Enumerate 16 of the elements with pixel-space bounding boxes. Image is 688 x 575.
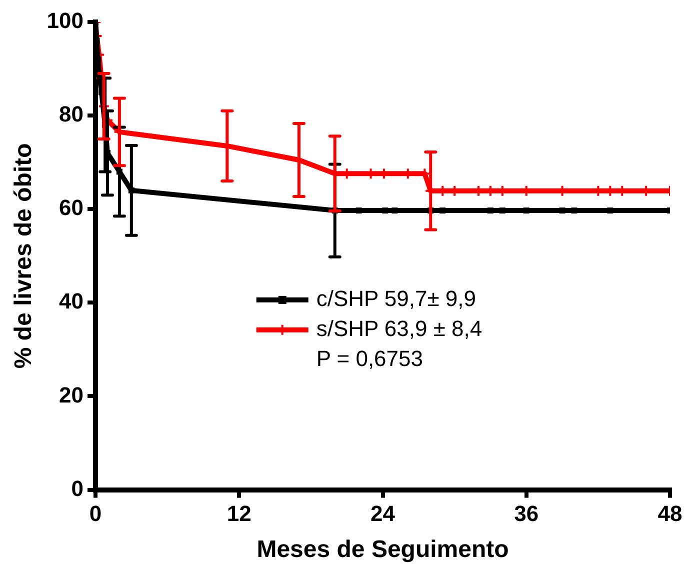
legend-label: s/SHP 63,9 ± 8,4 xyxy=(316,316,482,341)
x-tick-label: 24 xyxy=(370,501,396,526)
y-tick-label: 80 xyxy=(59,102,84,127)
legend-label: c/SHP 59,7± 9,9 xyxy=(316,286,476,311)
x-tick-label: 12 xyxy=(226,501,252,526)
y-tick-label: 60 xyxy=(59,195,84,220)
x-tick-label: 0 xyxy=(89,501,102,526)
y-axis-title: % de livres de óbito xyxy=(10,143,38,369)
y-tick-label: 20 xyxy=(59,382,84,408)
y-tick-label: 100 xyxy=(46,8,84,34)
y-tick-label: 0 xyxy=(71,476,84,501)
y-tick-label: 40 xyxy=(59,288,84,314)
x-tick-label: 36 xyxy=(514,501,539,526)
x-tick-label: 48 xyxy=(658,501,682,526)
x-axis-title: Meses de Seguimento xyxy=(256,536,509,564)
annotation: P = 0,6753 xyxy=(316,346,424,371)
